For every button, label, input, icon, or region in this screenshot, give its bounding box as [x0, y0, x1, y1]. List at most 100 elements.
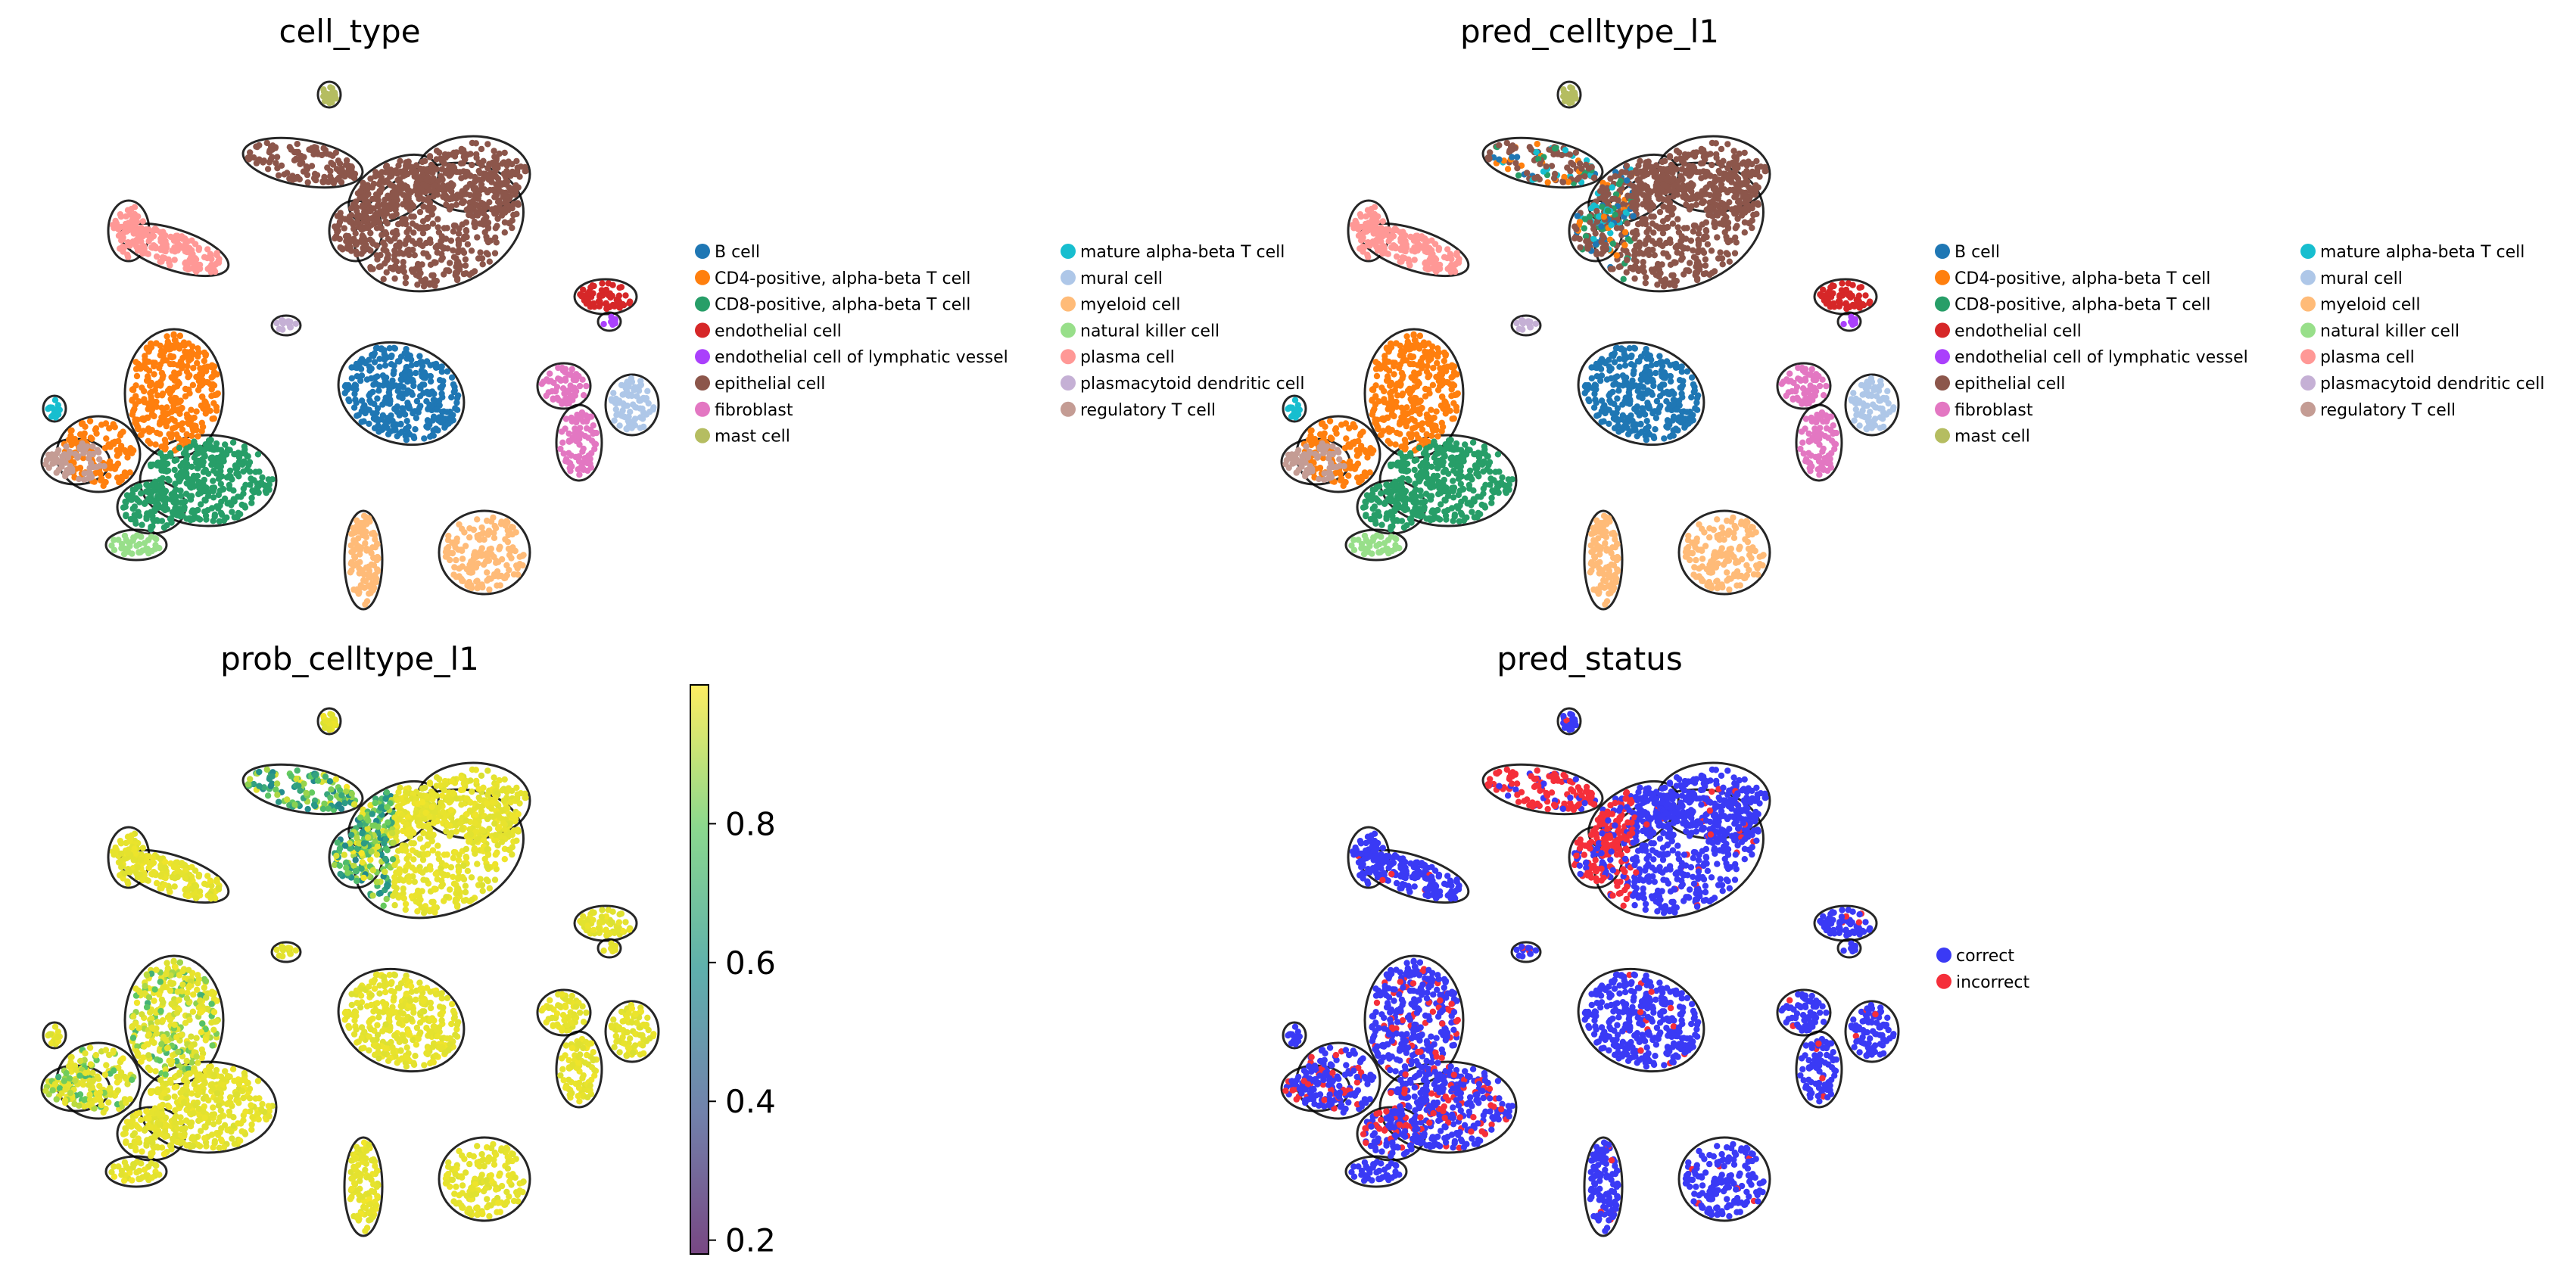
cell-point: [1711, 218, 1718, 226]
cell-point: [1551, 145, 1559, 152]
cell-point: [464, 241, 472, 247]
cell-point: [338, 165, 345, 172]
cell-point: [390, 213, 397, 219]
cell-point: [201, 487, 208, 495]
cell-point: [1868, 392, 1875, 400]
cell-point: [373, 252, 380, 259]
cell-point: [413, 397, 421, 405]
cell-point: [1712, 193, 1718, 200]
cell-point: [342, 161, 350, 168]
cell-point: [325, 179, 332, 185]
cell-point: [438, 251, 445, 257]
cell-point: [1593, 251, 1600, 258]
cell-point: [1670, 397, 1677, 403]
cell-point: [1724, 219, 1730, 226]
cell-point: [53, 469, 60, 476]
cell-point: [1855, 292, 1863, 299]
cell-point: [295, 156, 302, 163]
cell-point: [413, 272, 419, 279]
cell-point: [1691, 387, 1698, 394]
cell-point: [1802, 415, 1810, 422]
cell-point: [1592, 230, 1599, 237]
cell-point: [1741, 229, 1748, 236]
cell-point: [369, 410, 376, 417]
cell-point: [111, 537, 117, 543]
cell-point: [201, 453, 208, 459]
cell-point: [402, 274, 410, 281]
cell-point: [1609, 184, 1615, 191]
cell-point: [1652, 272, 1659, 279]
cell-point: [587, 456, 593, 462]
cell-point: [1830, 422, 1836, 429]
cell-point: [478, 181, 485, 188]
cell-point: [388, 203, 396, 210]
cell-point: [1642, 220, 1649, 227]
cell-point: [152, 441, 159, 448]
cell-point: [210, 518, 216, 524]
cell-point: [1550, 175, 1558, 182]
cell-point: [1864, 402, 1870, 409]
cell-point: [207, 251, 214, 257]
cell-point: [235, 454, 243, 461]
cell-point: [1606, 356, 1612, 363]
cell-point: [381, 423, 388, 430]
cell-point: [183, 369, 191, 375]
cell-point: [397, 157, 403, 164]
cell-point: [138, 431, 145, 438]
cell-point: [1699, 247, 1706, 254]
cell-point: [209, 415, 216, 422]
cell-point: [484, 219, 491, 226]
cell-point: [137, 244, 144, 251]
cell-point: [466, 199, 473, 206]
cell-point: [193, 426, 200, 434]
cell-point: [378, 225, 385, 232]
cell-point: [1827, 456, 1833, 462]
cell-point: [513, 169, 521, 176]
cell-point: [501, 199, 509, 207]
cell-point: [1614, 405, 1621, 412]
cell-point: [484, 164, 491, 172]
cell-point: [426, 154, 434, 160]
cell-point: [120, 428, 126, 435]
cell-point: [118, 545, 125, 552]
cell-point: [401, 350, 408, 357]
cell-point: [417, 403, 424, 409]
cell-point: [487, 545, 494, 552]
cell-point: [1402, 238, 1409, 244]
cell-point: [332, 235, 338, 242]
cell-point: [368, 375, 375, 382]
cell-point: [431, 282, 438, 289]
cell-point: [599, 280, 606, 287]
cell-point: [427, 204, 434, 210]
cell-point: [463, 169, 470, 176]
cell-point: [515, 184, 522, 191]
cell-point: [321, 173, 328, 181]
cell-point: [382, 362, 389, 369]
cell-point: [1668, 161, 1675, 169]
cell-point: [93, 463, 100, 471]
cell-point: [447, 414, 453, 422]
cell-point: [62, 459, 69, 466]
cell-point: [209, 484, 216, 491]
cell-point: [403, 204, 410, 210]
cell-point: [359, 567, 366, 574]
cell-point: [168, 374, 175, 381]
cell-point: [559, 439, 566, 446]
cell-point: [443, 552, 450, 559]
cell-point: [1682, 235, 1690, 242]
cell-point: [459, 525, 466, 532]
cell-point: [453, 556, 459, 564]
cell-point: [308, 163, 316, 170]
cell-point: [388, 352, 395, 359]
cell-point: [176, 370, 182, 377]
cell-point: [1693, 201, 1699, 208]
cell-point: [176, 332, 183, 340]
cell-point: [1750, 201, 1758, 207]
cell-point: [357, 188, 364, 194]
cell-point: [354, 218, 361, 225]
cell-point: [189, 509, 196, 516]
cell-point: [603, 286, 610, 294]
cell-point: [1576, 219, 1584, 226]
cell-point: [279, 316, 285, 324]
cell-point: [1656, 353, 1663, 359]
